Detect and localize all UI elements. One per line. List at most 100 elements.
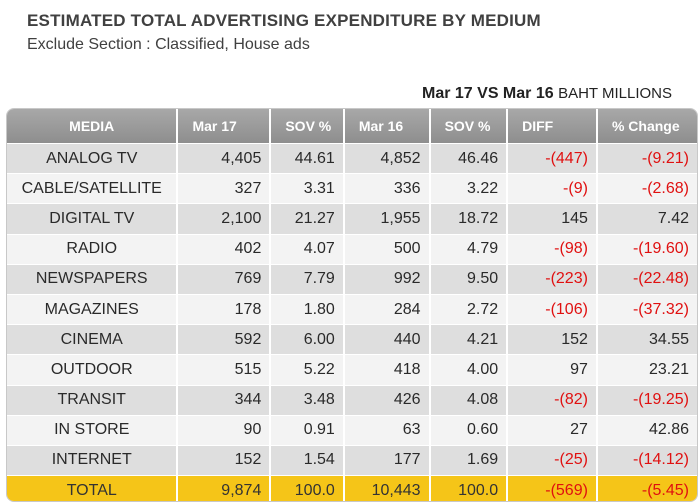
page-title: ESTIMATED TOTAL ADVERTISING EXPENDITURE … xyxy=(27,11,541,30)
media-cell: IN STORE xyxy=(7,414,179,445)
sov-mar16-cell: 3.22 xyxy=(430,173,509,204)
expenditure-table: MEDIA Mar 17 SOV % Mar 16 SOV % DIFF % C… xyxy=(7,109,697,501)
pct-change-cell: -(5.45) xyxy=(597,475,697,501)
table-row: ANALOG TV 4,405 44.61 4,852 46.46 -(447) -(9.2… xyxy=(7,143,697,174)
pct-change-cell: 7.42 xyxy=(597,203,697,234)
mar16-cell: 4,852 xyxy=(344,143,431,174)
media-cell: TOTAL xyxy=(7,475,179,501)
pct-change-cell: 42.86 xyxy=(597,414,697,445)
pct-change-cell: -(14.12) xyxy=(597,444,697,476)
diff-cell: -(82) xyxy=(508,384,598,415)
pct-change-cell: -(19.60) xyxy=(597,233,697,264)
header-sov-mar16: SOV % xyxy=(430,109,509,143)
diff-cell: -(9) xyxy=(508,173,598,204)
table-row: CABLE/SATELLITE 327 3.31 336 3.22 -(9) -(2.68) xyxy=(7,173,697,204)
media-cell: INTERNET xyxy=(7,444,179,476)
table-row: OUTDOOR 515 5.22 418 4.00 97 23.21 xyxy=(7,354,697,385)
table-header-row: MEDIA Mar 17 SOV % Mar 16 SOV % DIFF % C… xyxy=(7,109,697,143)
sov-mar16-cell: 0.60 xyxy=(430,414,509,445)
media-cell: DIGITAL TV xyxy=(7,203,179,234)
mar17-cell: 769 xyxy=(178,263,272,294)
media-cell: NEWSPAPERS xyxy=(7,263,179,294)
media-cell: OUTDOOR xyxy=(7,354,179,385)
mar17-cell: 515 xyxy=(178,354,272,385)
sov-mar16-cell: 2.72 xyxy=(430,293,509,325)
header-sov-mar17: SOV % xyxy=(271,109,345,143)
sov-mar17-cell: 100.0 xyxy=(271,475,345,501)
sov-mar17-cell: 1.54 xyxy=(271,444,345,476)
sov-mar16-cell: 4.21 xyxy=(430,324,509,355)
mar16-cell: 418 xyxy=(344,354,431,385)
table-row: MAGAZINES 178 1.80 284 2.72 -(106) -(37.32) xyxy=(7,293,697,325)
sov-mar17-cell: 5.22 xyxy=(271,354,345,385)
mar16-cell: 1,955 xyxy=(344,203,431,234)
pct-change-cell: -(2.68) xyxy=(597,173,697,204)
media-cell: CABLE/SATELLITE xyxy=(7,173,179,204)
mar17-cell: 327 xyxy=(178,173,272,204)
diff-cell: -(106) xyxy=(508,293,598,325)
mar17-cell: 90 xyxy=(178,414,272,445)
mar17-cell: 9,874 xyxy=(178,475,272,501)
diff-cell: -(98) xyxy=(508,233,598,264)
pct-change-cell: 23.21 xyxy=(597,354,697,385)
total-row: TOTAL 9,874 100.0 10,443 100.0 -(569) -(5.45) xyxy=(7,475,697,501)
header-diff: DIFF xyxy=(508,109,598,143)
sov-mar17-cell: 1.80 xyxy=(271,293,345,325)
mar17-cell: 2,100 xyxy=(178,203,272,234)
mar16-cell: 177 xyxy=(344,444,431,476)
pct-change-cell: -(9.21) xyxy=(597,143,697,174)
table-row: TRANSIT 344 3.48 426 4.08 -(82) -(19.25) xyxy=(7,384,697,415)
sov-mar17-cell: 3.48 xyxy=(271,384,345,415)
sov-mar17-cell: 0.91 xyxy=(271,414,345,445)
expenditure-table-container: MEDIA Mar 17 SOV % Mar 16 SOV % DIFF % C… xyxy=(6,108,698,502)
mar16-cell: 426 xyxy=(344,384,431,415)
sov-mar16-cell: 18.72 xyxy=(430,203,509,234)
media-cell: MAGAZINES xyxy=(7,293,179,325)
mar16-cell: 500 xyxy=(344,233,431,264)
diff-cell: -(569) xyxy=(508,475,598,501)
media-cell: RADIO xyxy=(7,233,179,264)
mar17-cell: 592 xyxy=(178,324,272,355)
mar16-cell: 284 xyxy=(344,293,431,325)
sov-mar17-cell: 44.61 xyxy=(271,143,345,174)
sov-mar16-cell: 1.69 xyxy=(430,444,509,476)
media-cell: TRANSIT xyxy=(7,384,179,415)
mar16-cell: 440 xyxy=(344,324,431,355)
mar17-cell: 178 xyxy=(178,293,272,325)
table-row: RADIO 402 4.07 500 4.79 -(98) -(19.60) xyxy=(7,233,697,264)
comparison-header: Mar 17 VS Mar 16 BAHT MILLIONS xyxy=(422,85,672,103)
mar17-cell: 152 xyxy=(178,444,272,476)
mar16-cell: 10,443 xyxy=(344,475,431,501)
table-row: IN STORE 90 0.91 63 0.60 27 42.86 xyxy=(7,414,697,445)
table-row: INTERNET 152 1.54 177 1.69 -(25) -(14.12) xyxy=(7,444,697,476)
unit-label: BAHT MILLIONS xyxy=(558,85,672,102)
sov-mar17-cell: 6.00 xyxy=(271,324,345,355)
comparison-label: Mar 17 VS Mar 16 xyxy=(422,85,554,102)
diff-cell: -(25) xyxy=(508,444,598,476)
table-row: DIGITAL TV 2,100 21.27 1,955 18.72 145 7.42 xyxy=(7,203,697,234)
sov-mar16-cell: 4.00 xyxy=(430,354,509,385)
mar16-cell: 63 xyxy=(344,414,431,445)
mar17-cell: 4,405 xyxy=(178,143,272,174)
table-row: CINEMA 592 6.00 440 4.21 152 34.55 xyxy=(7,324,697,355)
diff-cell: 152 xyxy=(508,324,598,355)
pct-change-cell: -(22.48) xyxy=(597,263,697,294)
table-row: NEWSPAPERS 769 7.79 992 9.50 -(223) -(22.48) xyxy=(7,263,697,294)
diff-cell: 145 xyxy=(508,203,598,234)
pct-change-cell: 34.55 xyxy=(597,324,697,355)
media-cell: ANALOG TV xyxy=(7,143,179,174)
diff-cell: 97 xyxy=(508,354,598,385)
sov-mar16-cell: 4.79 xyxy=(430,233,509,264)
sov-mar16-cell: 46.46 xyxy=(430,143,509,174)
sov-mar17-cell: 7.79 xyxy=(271,263,345,294)
pct-change-cell: -(19.25) xyxy=(597,384,697,415)
sov-mar17-cell: 3.31 xyxy=(271,173,345,204)
sov-mar16-cell: 100.0 xyxy=(430,475,509,501)
header-mar16: Mar 16 xyxy=(344,109,431,143)
pct-change-cell: -(37.32) xyxy=(597,293,697,325)
diff-cell: 27 xyxy=(508,414,598,445)
sov-mar16-cell: 4.08 xyxy=(430,384,509,415)
diff-cell: -(447) xyxy=(508,143,598,174)
mar16-cell: 336 xyxy=(344,173,431,204)
page-subtitle: Exclude Section : Classified, House ads xyxy=(27,36,310,53)
